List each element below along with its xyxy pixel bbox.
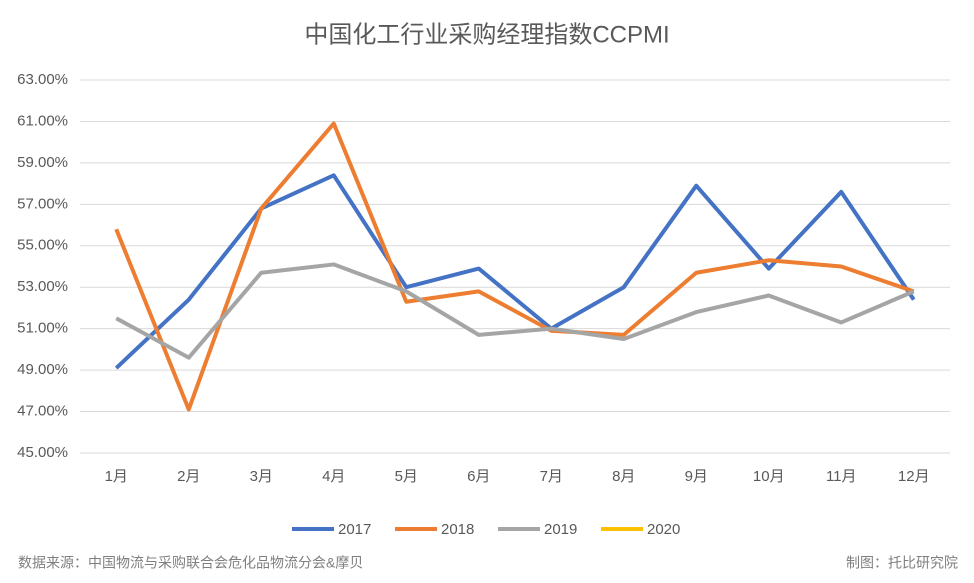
x-tick-label: 8月 xyxy=(612,468,635,485)
x-tick-label: 12月 xyxy=(898,468,930,485)
y-tick-label: 63.00% xyxy=(17,71,68,88)
credit: 制图：托比研究院 xyxy=(846,555,958,571)
chart-title: 中国化工行业采购经理指数CCPMI xyxy=(304,21,669,48)
legend-label: 2020 xyxy=(647,521,680,538)
legend-label: 2019 xyxy=(544,521,577,538)
x-tick-label: 6月 xyxy=(467,468,490,485)
y-tick-label: 61.00% xyxy=(17,112,68,129)
y-tick-label: 57.00% xyxy=(17,195,68,212)
source: 数据来源：中国物流与采购联合会危化品物流分会&摩贝 xyxy=(18,555,363,571)
x-tick-label: 2月 xyxy=(177,468,200,485)
series-line xyxy=(115,262,915,360)
x-tick-label: 11月 xyxy=(826,468,857,485)
x-tick-label: 3月 xyxy=(250,468,273,485)
x-tick-label: 5月 xyxy=(395,468,418,485)
y-tick-label: 55.00% xyxy=(17,237,68,254)
y-tick-label: 47.00% xyxy=(17,403,68,420)
y-tick-label: 45.00% xyxy=(17,444,68,461)
x-tick-label: 1月 xyxy=(105,468,128,485)
x-tick-label: 9月 xyxy=(685,468,708,485)
x-tick-label: 10月 xyxy=(753,468,785,485)
series-line xyxy=(114,121,915,412)
x-tick-label: 4月 xyxy=(322,468,345,485)
y-tick-label: 53.00% xyxy=(17,278,68,295)
x-tick-label: 7月 xyxy=(540,468,563,485)
legend-label: 2018 xyxy=(441,521,474,538)
y-tick-label: 49.00% xyxy=(17,361,68,378)
y-tick-label: 59.00% xyxy=(17,154,68,171)
legend-label: 2017 xyxy=(338,521,371,538)
y-tick-label: 51.00% xyxy=(17,320,68,337)
series-line xyxy=(114,173,916,370)
